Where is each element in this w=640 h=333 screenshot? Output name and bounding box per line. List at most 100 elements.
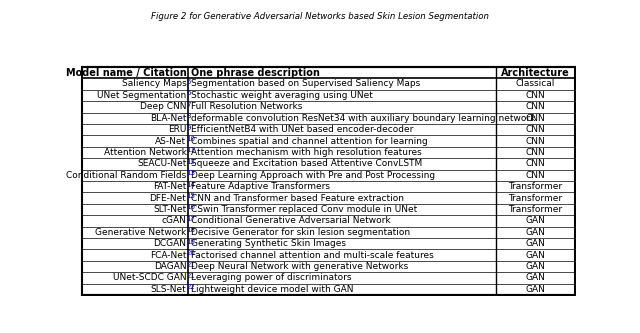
- Text: 14: 14: [186, 181, 195, 187]
- Text: GAN: GAN: [525, 251, 545, 260]
- Text: Squeeze and Excitation based Attentive ConvLSTM: Squeeze and Excitation based Attentive C…: [191, 160, 422, 168]
- Text: SLS-Net22: SLS-Net22: [140, 285, 186, 294]
- Text: Segmentation based on Supervised Saliency Maps: Segmentation based on Supervised Salienc…: [191, 80, 420, 89]
- Text: CNN: CNN: [525, 171, 545, 180]
- Text: DAGAN: DAGAN: [154, 262, 186, 271]
- Text: FCA-Net: FCA-Net: [150, 251, 186, 260]
- Text: DFE-Net: DFE-Net: [150, 193, 186, 202]
- Text: deformable convolution ResNet34 with auxiliary boundary learning network: deformable convolution ResNet34 with aux…: [191, 114, 536, 123]
- Text: Conditional Generative Adversarial Network: Conditional Generative Adversarial Netwo…: [191, 216, 391, 225]
- Text: 21: 21: [186, 273, 195, 279]
- Text: UNet Segmentation: UNet Segmentation: [97, 91, 186, 100]
- Text: UNet Segmentation6: UNet Segmentation6: [92, 91, 186, 100]
- Text: GAN: GAN: [525, 273, 545, 282]
- Text: CNN: CNN: [525, 160, 545, 168]
- Text: Factorised channel attention and multi-scale features: Factorised channel attention and multi-s…: [191, 251, 434, 260]
- Text: GAN: GAN: [525, 228, 545, 237]
- Text: Generative Network: Generative Network: [95, 228, 186, 237]
- Text: Lightweight device model with GAN: Lightweight device model with GAN: [191, 285, 354, 294]
- Text: Attention Network11: Attention Network11: [92, 148, 186, 157]
- Text: DCGAN19: DCGAN19: [142, 239, 186, 248]
- Text: 8: 8: [186, 113, 191, 119]
- Text: FAT-Net14: FAT-Net14: [141, 182, 186, 191]
- Text: 16: 16: [186, 204, 195, 210]
- Text: Combines spatial and channel attention for learning: Combines spatial and channel attention f…: [191, 137, 428, 146]
- Text: FCA-Net20: FCA-Net20: [138, 251, 186, 260]
- Text: Deep Learning Approach with Pre and Post Processing: Deep Learning Approach with Pre and Post…: [191, 171, 435, 180]
- Text: Decisive Generator for skin lesion segmentation: Decisive Generator for skin lesion segme…: [191, 228, 410, 237]
- Text: Deep CNN7: Deep CNN7: [134, 102, 186, 111]
- Text: cGAN: cGAN: [161, 216, 186, 225]
- Text: BLA-Net8: BLA-Net8: [144, 114, 186, 123]
- Text: Saliency Maps5: Saliency Maps5: [116, 80, 186, 89]
- Text: FAT-Net: FAT-Net: [153, 182, 186, 191]
- Text: cGAN17: cGAN17: [150, 216, 186, 225]
- Text: Stochastic weight averaging using UNet: Stochastic weight averaging using UNet: [191, 91, 373, 100]
- Text: Generating Synthetic Skin Images: Generating Synthetic Skin Images: [191, 239, 346, 248]
- Text: CSwin Transformer replaced Conv module in UNet: CSwin Transformer replaced Conv module i…: [191, 205, 417, 214]
- Text: SLS-Net: SLS-Net: [150, 285, 186, 294]
- Text: DCGAN: DCGAN: [154, 239, 186, 248]
- Text: ERU9: ERU9: [163, 125, 186, 134]
- Text: EfficientNetB4 with UNet based encoder-decoder: EfficientNetB4 with UNet based encoder-d…: [191, 125, 413, 134]
- Text: Saliency Maps: Saliency Maps: [122, 80, 186, 89]
- Text: Conditional Random Fields: Conditional Random Fields: [66, 171, 186, 180]
- Text: ERU: ERU: [168, 125, 186, 134]
- Text: 9: 9: [186, 125, 191, 131]
- Text: SLT-Net: SLT-Net: [153, 205, 186, 214]
- Text: Full Resolution Networks: Full Resolution Networks: [191, 102, 303, 111]
- Text: DFE-Net15: DFE-Net15: [138, 193, 186, 202]
- Text: Deep Neural Network with generative Networks: Deep Neural Network with generative Netw…: [191, 262, 408, 271]
- Text: CNN: CNN: [525, 102, 545, 111]
- Text: 5: 5: [186, 79, 191, 85]
- Text: BLA-Net: BLA-Net: [150, 114, 186, 123]
- Text: SEACU-Net12: SEACU-Net12: [125, 160, 186, 168]
- Text: GAN: GAN: [525, 262, 545, 271]
- Text: 13: 13: [186, 170, 195, 176]
- Text: GAN: GAN: [525, 216, 545, 225]
- Text: 19: 19: [186, 239, 195, 245]
- Text: Deep CNN: Deep CNN: [140, 102, 186, 111]
- Text: 21: 21: [186, 261, 195, 267]
- Text: CNN and Transformer based Feature extraction: CNN and Transformer based Feature extrac…: [191, 193, 404, 202]
- Text: 20: 20: [186, 250, 195, 256]
- Text: Leveraging power of discriminators: Leveraging power of discriminators: [191, 273, 352, 282]
- Text: 15: 15: [186, 193, 195, 199]
- Text: 10: 10: [186, 136, 195, 142]
- Bar: [83, 67, 575, 295]
- Text: Attention Network: Attention Network: [104, 148, 186, 157]
- Text: CNN: CNN: [525, 91, 545, 100]
- Text: 18: 18: [186, 227, 195, 233]
- Text: Figure 2 for Generative Adversarial Networks based Skin Lesion Segmentation: Figure 2 for Generative Adversarial Netw…: [151, 12, 489, 21]
- Text: 7: 7: [186, 102, 191, 108]
- Text: CNN: CNN: [525, 125, 545, 134]
- Text: AS-Net10: AS-Net10: [144, 137, 186, 146]
- Text: UNet-SCDC GAN: UNet-SCDC GAN: [113, 273, 186, 282]
- Text: Transformer: Transformer: [509, 182, 563, 191]
- Text: 6: 6: [186, 90, 191, 96]
- Text: CNN: CNN: [525, 148, 545, 157]
- Text: DAGAN21: DAGAN21: [142, 262, 186, 271]
- Text: SEACU-Net: SEACU-Net: [137, 160, 186, 168]
- Text: Transformer: Transformer: [509, 193, 563, 202]
- Text: GAN: GAN: [525, 285, 545, 294]
- Text: 22: 22: [186, 284, 195, 290]
- Text: GAN: GAN: [525, 239, 545, 248]
- Text: AS-Net: AS-Net: [156, 137, 186, 146]
- Text: CNN: CNN: [525, 114, 545, 123]
- Text: One phrase description: One phrase description: [191, 68, 320, 78]
- Text: Conditional Random Fields13: Conditional Random Fields13: [54, 171, 186, 180]
- Text: Architecture: Architecture: [501, 68, 570, 78]
- Text: 11: 11: [186, 148, 195, 154]
- Text: 17: 17: [186, 216, 195, 222]
- Text: 12: 12: [186, 159, 195, 165]
- Text: Model name / Citation: Model name / Citation: [66, 68, 186, 78]
- Text: Transformer: Transformer: [509, 205, 563, 214]
- Text: Attention mechanism with high resolution features: Attention mechanism with high resolution…: [191, 148, 422, 157]
- Text: SLT-Net16: SLT-Net16: [141, 205, 186, 214]
- Text: Generative Network18: Generative Network18: [84, 228, 186, 237]
- Text: Feature Adaptive Transformers: Feature Adaptive Transformers: [191, 182, 330, 191]
- Text: Classical: Classical: [516, 80, 556, 89]
- Text: CNN: CNN: [525, 137, 545, 146]
- Text: UNet-SCDC GAN21: UNet-SCDC GAN21: [101, 273, 186, 282]
